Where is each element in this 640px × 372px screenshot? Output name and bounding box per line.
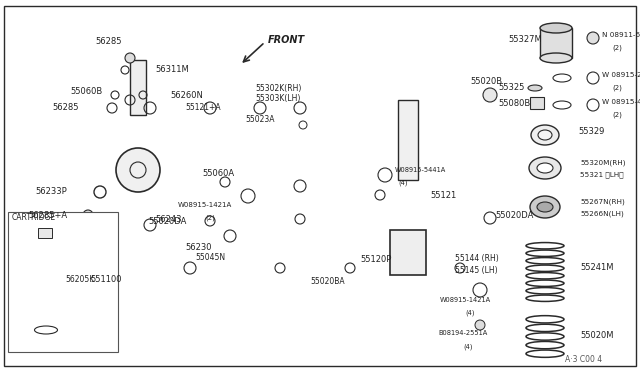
Text: 55302K(RH): 55302K(RH)	[255, 83, 301, 93]
Text: 56205K: 56205K	[65, 276, 94, 285]
Text: 55145 (LH): 55145 (LH)	[455, 266, 498, 275]
Bar	[8, 212, 118, 352]
Text: 55080B: 55080B	[498, 99, 531, 108]
Ellipse shape	[540, 53, 572, 63]
Text: 55020M: 55020M	[580, 330, 614, 340]
Text: 55060B: 55060B	[70, 87, 102, 96]
Text: W08915-1421A: W08915-1421A	[178, 202, 232, 208]
Ellipse shape	[537, 163, 553, 173]
Text: (2): (2)	[612, 45, 622, 51]
Text: 56311M: 56311M	[155, 65, 189, 74]
Text: 56285+A: 56285+A	[28, 211, 67, 219]
Text: FRONT: FRONT	[268, 35, 305, 45]
Text: 55144 (RH): 55144 (RH)	[455, 253, 499, 263]
Text: W08915-1421A: W08915-1421A	[440, 297, 491, 303]
Text: 55020DA: 55020DA	[495, 211, 533, 219]
Text: N 08911-6421A: N 08911-6421A	[602, 32, 640, 38]
Bar	[398, 100, 418, 180]
Text: 55020BA: 55020BA	[310, 278, 344, 286]
Text: 55266N(LH): 55266N(LH)	[580, 211, 624, 217]
Circle shape	[116, 148, 160, 192]
Text: 55120P: 55120P	[360, 256, 392, 264]
Ellipse shape	[538, 130, 552, 140]
Text: (4): (4)	[465, 310, 474, 316]
Ellipse shape	[540, 23, 572, 33]
Bar	[540, 28, 572, 58]
Ellipse shape	[528, 85, 542, 91]
Circle shape	[83, 210, 93, 220]
Text: (2): (2)	[612, 85, 622, 91]
Circle shape	[483, 88, 497, 102]
Text: 55321 〈LH〉: 55321 〈LH〉	[580, 172, 623, 178]
Text: 55023A: 55023A	[245, 115, 275, 125]
Text: 55303K(LH): 55303K(LH)	[255, 93, 300, 103]
Circle shape	[587, 32, 599, 44]
Text: 55121+A: 55121+A	[185, 103, 221, 112]
Ellipse shape	[531, 125, 559, 145]
Text: B08194-2551A: B08194-2551A	[438, 330, 487, 336]
Text: 55060A: 55060A	[202, 169, 234, 177]
Bar	[130, 60, 146, 115]
Text: 55327M: 55327M	[508, 35, 541, 45]
Text: W 08915-2421A: W 08915-2421A	[602, 72, 640, 78]
Text: 55121: 55121	[430, 190, 456, 199]
Text: W 08915-4421A: W 08915-4421A	[602, 99, 640, 105]
Ellipse shape	[529, 157, 561, 179]
Text: 55020DA: 55020DA	[148, 218, 186, 227]
Text: 55020B: 55020B	[470, 77, 502, 87]
Text: 56260N: 56260N	[170, 90, 203, 99]
Text: 55325: 55325	[498, 83, 524, 93]
Ellipse shape	[530, 196, 560, 218]
Bar	[390, 230, 426, 275]
Ellipse shape	[537, 202, 553, 212]
Text: 551100: 551100	[90, 276, 122, 285]
Text: 56285: 56285	[52, 103, 79, 112]
Text: W08915-5441A: W08915-5441A	[395, 167, 446, 173]
Text: 55267N(RH): 55267N(RH)	[580, 199, 625, 205]
Text: (4): (4)	[398, 180, 408, 186]
Text: 55241M: 55241M	[580, 263, 614, 273]
Text: 56285: 56285	[95, 38, 122, 46]
Text: 55320M(RH): 55320M(RH)	[580, 160, 625, 166]
Text: (2): (2)	[612, 112, 622, 118]
Bar	[38, 228, 52, 238]
Text: (4): (4)	[463, 344, 472, 350]
Text: 55045N: 55045N	[195, 253, 225, 263]
Text: 56233P: 56233P	[35, 187, 67, 196]
Text: 55329: 55329	[578, 128, 604, 137]
Text: (2): (2)	[205, 215, 215, 221]
Circle shape	[475, 320, 485, 330]
Text: 56243: 56243	[155, 215, 182, 224]
Text: 56230: 56230	[185, 244, 211, 253]
Text: A·3 C00 4: A·3 C00 4	[565, 356, 602, 365]
Text: CARTRIDGE: CARTRIDGE	[12, 214, 56, 222]
Bar	[530, 97, 544, 109]
Circle shape	[125, 53, 135, 63]
